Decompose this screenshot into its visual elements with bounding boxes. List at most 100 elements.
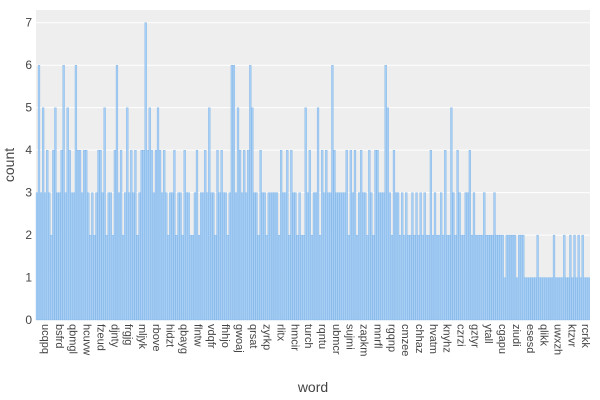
- bar: [357, 192, 361, 321]
- bar: [323, 192, 326, 321]
- bar: [290, 149, 293, 321]
- bar: [476, 234, 480, 321]
- bar: [193, 192, 197, 321]
- bar: [234, 192, 238, 321]
- bar: [296, 234, 299, 321]
- bar: [197, 234, 201, 321]
- bar: [54, 107, 57, 321]
- bar: [42, 107, 45, 321]
- bar: [267, 192, 270, 321]
- bar: [300, 234, 303, 321]
- x-axis-ticks: ucqpq bsfrd qbmgl hcuvw fzeud djnty frgjg mljyk…: [39, 324, 591, 356]
- x-tick-label: vdqfr: [205, 324, 217, 349]
- bar: [438, 234, 441, 321]
- bar: [214, 234, 217, 321]
- bar: [185, 192, 188, 321]
- x-tick-label: knyhz: [441, 324, 453, 353]
- bar: [103, 107, 106, 321]
- bar: [202, 192, 205, 321]
- x-tick-label: ytall: [482, 324, 494, 344]
- bar: [195, 149, 199, 321]
- bar: [134, 149, 137, 321]
- x-tick-label: esesd: [524, 324, 536, 353]
- bar: [392, 149, 396, 321]
- bar: [360, 149, 363, 321]
- bar: [518, 234, 521, 321]
- bar: [384, 65, 387, 321]
- bar: [573, 234, 576, 321]
- bar: [585, 277, 588, 321]
- bar: [251, 107, 254, 321]
- bar: [520, 234, 523, 321]
- bar: [503, 277, 506, 321]
- bar: [444, 149, 447, 321]
- bar: [466, 192, 469, 321]
- bar: [64, 192, 67, 321]
- bar: [128, 192, 131, 321]
- y-tick-label: 3: [25, 186, 32, 200]
- bar: [524, 277, 527, 321]
- bar: [187, 192, 190, 321]
- bar: [156, 107, 160, 321]
- x-axis-label: word: [297, 379, 328, 395]
- bar: [259, 149, 262, 321]
- bar: [495, 234, 498, 321]
- bar: [534, 277, 537, 321]
- bar: [583, 277, 586, 321]
- bar: [173, 149, 176, 321]
- bar: [167, 234, 170, 321]
- bar: [571, 277, 574, 321]
- bar: [263, 192, 266, 321]
- bar: [474, 234, 478, 321]
- bar: [144, 22, 147, 321]
- bar: [460, 234, 463, 321]
- x-tick-label: qlikk: [538, 324, 550, 347]
- bar: [507, 234, 510, 321]
- bar: [58, 192, 61, 321]
- bar: [479, 234, 482, 321]
- bar: [491, 234, 494, 321]
- bar: [236, 107, 240, 321]
- y-tick-label: 5: [25, 101, 32, 115]
- bar: [546, 277, 549, 321]
- bar: [419, 192, 422, 321]
- x-tick-label: zapkm: [358, 324, 370, 356]
- bar: [280, 149, 283, 321]
- x-tick-label: sujmi: [344, 324, 356, 350]
- x-tick-label: ubmcr: [330, 324, 342, 355]
- bar: [331, 65, 334, 321]
- bar: [454, 234, 457, 321]
- bar: [109, 192, 112, 321]
- bar: [388, 192, 391, 321]
- y-tick-label: 6: [25, 58, 32, 72]
- x-tick-label: cmzee: [399, 324, 411, 356]
- bar: [130, 149, 133, 321]
- x-tick-label: zyrkp: [261, 324, 273, 350]
- bar: [337, 192, 340, 321]
- bar: [468, 149, 471, 321]
- bar: [530, 277, 533, 321]
- bar: [255, 192, 258, 321]
- bar: [327, 192, 330, 321]
- bar: [292, 192, 295, 321]
- bar: [70, 192, 73, 321]
- bar: [448, 234, 451, 321]
- x-tick-label: qrsat: [247, 324, 259, 348]
- bar: [140, 149, 143, 321]
- bar: [316, 107, 320, 321]
- bar: [111, 234, 114, 321]
- bar: [544, 277, 547, 321]
- bar: [487, 234, 490, 321]
- bar: [89, 234, 92, 321]
- bar: [536, 234, 539, 321]
- bar: [411, 192, 414, 321]
- bar: [440, 192, 443, 321]
- bar: [99, 149, 102, 321]
- bar: [409, 234, 412, 321]
- bar: [37, 65, 41, 321]
- x-tick-label: hvatm: [427, 324, 439, 354]
- bar: [380, 192, 383, 321]
- bar: [87, 192, 90, 321]
- bar: [470, 234, 474, 321]
